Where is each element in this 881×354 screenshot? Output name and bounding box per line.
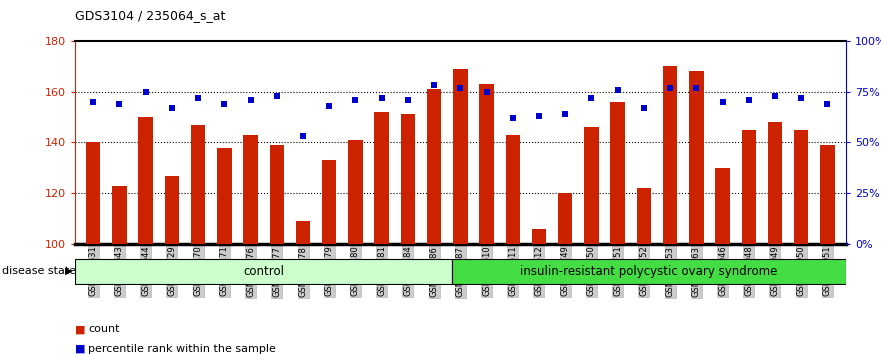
Bar xyxy=(558,193,573,244)
Bar xyxy=(453,259,846,285)
Point xyxy=(768,93,782,98)
Bar xyxy=(715,168,729,244)
Point xyxy=(663,85,677,90)
Point xyxy=(322,103,337,109)
Point xyxy=(374,95,389,101)
Point xyxy=(191,95,205,101)
Bar xyxy=(663,66,677,244)
Point xyxy=(611,87,625,92)
Text: ▶: ▶ xyxy=(65,266,73,276)
Bar xyxy=(453,69,468,244)
Text: ■: ■ xyxy=(75,344,85,354)
Point xyxy=(243,97,257,103)
Bar xyxy=(584,127,598,244)
Point xyxy=(348,97,362,103)
Text: ■: ■ xyxy=(75,324,85,334)
Bar xyxy=(401,114,415,244)
Point xyxy=(427,82,441,88)
Point xyxy=(637,105,651,111)
Bar xyxy=(479,84,493,244)
Text: GDS3104 / 235064_s_at: GDS3104 / 235064_s_at xyxy=(75,9,226,22)
Point xyxy=(296,133,310,139)
Bar xyxy=(243,135,258,244)
Point xyxy=(270,93,284,98)
Bar xyxy=(191,125,205,244)
Text: insulin-resistant polycystic ovary syndrome: insulin-resistant polycystic ovary syndr… xyxy=(521,265,778,278)
Bar xyxy=(165,176,179,244)
Point xyxy=(794,95,808,101)
Bar xyxy=(611,102,625,244)
Point xyxy=(138,89,152,95)
Point xyxy=(689,85,703,90)
Bar xyxy=(820,145,834,244)
Bar xyxy=(637,188,651,244)
Text: count: count xyxy=(88,324,120,334)
Bar xyxy=(217,148,232,244)
Bar xyxy=(532,229,546,244)
Point xyxy=(479,89,493,95)
Bar xyxy=(374,112,389,244)
Text: disease state: disease state xyxy=(2,266,76,276)
Point xyxy=(113,101,127,107)
Bar xyxy=(742,130,756,244)
Bar xyxy=(506,135,520,244)
Point xyxy=(559,111,573,117)
Point xyxy=(165,105,179,111)
Point xyxy=(820,101,834,107)
Bar xyxy=(794,130,809,244)
Text: percentile rank within the sample: percentile rank within the sample xyxy=(88,344,276,354)
Bar xyxy=(348,140,363,244)
Bar xyxy=(296,221,310,244)
Bar xyxy=(86,142,100,244)
Bar xyxy=(427,89,441,244)
Bar xyxy=(138,117,153,244)
Bar xyxy=(75,259,453,285)
Point xyxy=(742,97,756,103)
Bar xyxy=(689,71,704,244)
Text: control: control xyxy=(243,265,285,278)
Point xyxy=(401,97,415,103)
Bar xyxy=(767,122,782,244)
Point xyxy=(715,99,729,105)
Point xyxy=(584,95,598,101)
Point xyxy=(86,99,100,105)
Bar xyxy=(112,186,127,244)
Point xyxy=(506,115,520,121)
Bar xyxy=(270,145,284,244)
Point xyxy=(218,101,232,107)
Bar xyxy=(322,160,337,244)
Point xyxy=(532,113,546,119)
Point xyxy=(454,85,468,90)
